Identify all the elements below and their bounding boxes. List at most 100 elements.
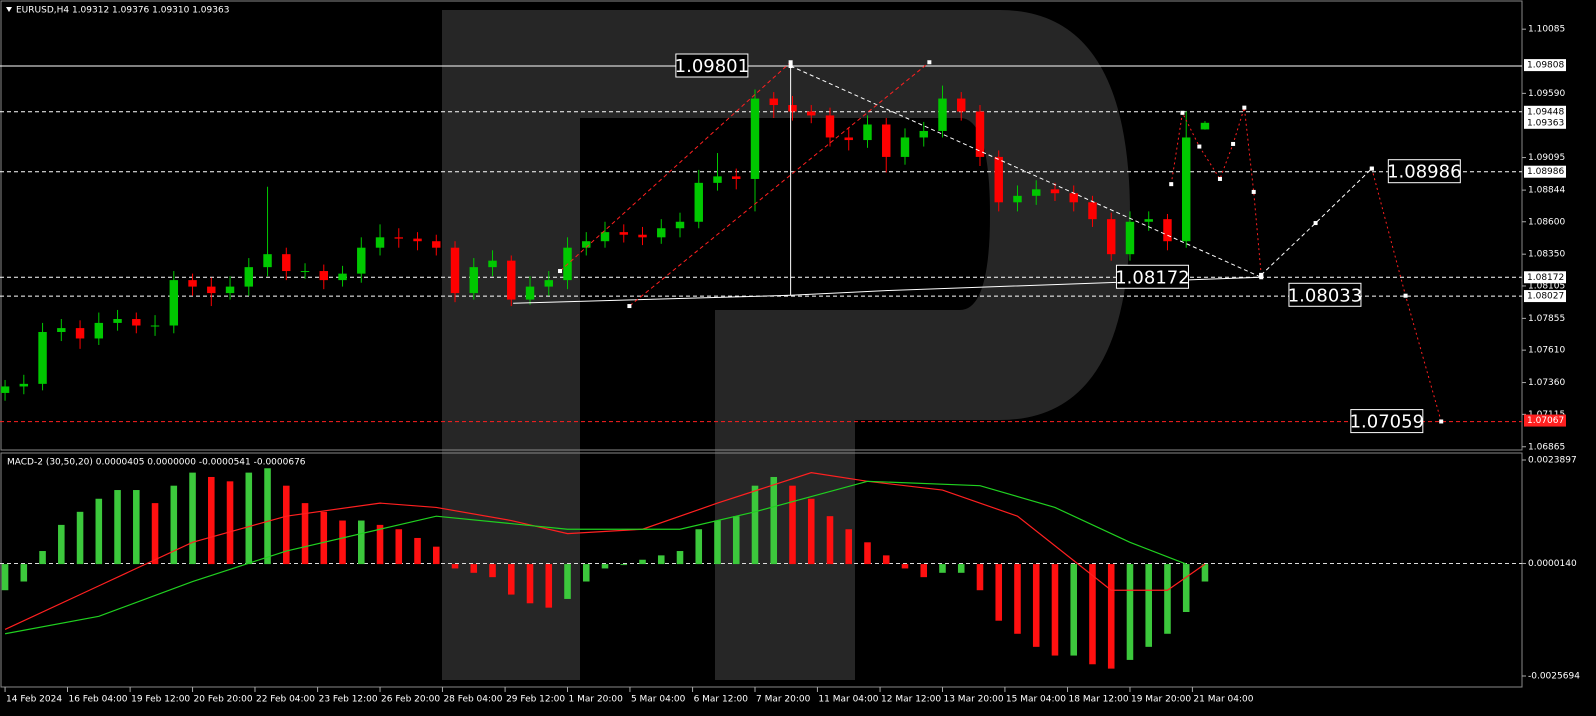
- candle-body: [1088, 202, 1097, 220]
- candle-body: [675, 221, 685, 229]
- trend-point: [1197, 144, 1202, 149]
- price-marker: [1524, 271, 1566, 284]
- macd-bar: [582, 564, 590, 582]
- macd-bar: [264, 468, 271, 565]
- x-tick-label: 15 Mar 04:00: [1006, 695, 1066, 705]
- price-marker: [1524, 105, 1566, 118]
- candle-body: [1163, 219, 1172, 242]
- candle-body: [1050, 189, 1060, 194]
- x-tick-label: 29 Feb 12:00: [506, 695, 565, 705]
- x-tick-label: 5 Mar 04:00: [631, 695, 686, 705]
- candle-body: [394, 237, 403, 239]
- trend-point: [1439, 419, 1444, 424]
- y-tick-label: 1.10085: [1528, 25, 1565, 35]
- candle-body: [807, 111, 816, 116]
- candle-body: [713, 176, 722, 183]
- trend-point: [627, 304, 632, 309]
- candle-body: [825, 115, 835, 138]
- macd-bar: [770, 476, 778, 565]
- candle-body: [1200, 122, 1210, 130]
- candle-body: [0, 386, 10, 393]
- macd-bar: [545, 564, 553, 608]
- x-tick-label: 19 Feb 12:00: [131, 695, 190, 705]
- candle-body: [882, 124, 891, 157]
- trendline: [513, 276, 1262, 304]
- y-tick-label: -0.0025694: [1528, 672, 1580, 682]
- macd-bar: [226, 481, 234, 565]
- macd-bar: [789, 485, 796, 565]
- annotation-box: [1350, 409, 1424, 434]
- candle-body: [244, 267, 254, 287]
- candle-body: [488, 260, 497, 268]
- macd-bar: [1014, 564, 1021, 634]
- macd-bar: [1070, 564, 1078, 656]
- annotation-label: 1.08033: [1288, 285, 1362, 306]
- candle-body: [375, 237, 385, 248]
- macd-bar: [864, 542, 871, 565]
- macd-bar: [714, 520, 721, 565]
- candle-body: [788, 105, 797, 112]
- candle-body: [994, 156, 1003, 203]
- macd-bar: [676, 551, 684, 565]
- macd-bar: [470, 564, 478, 573]
- x-tick-label: 18 Mar 12:00: [1069, 695, 1129, 705]
- candle-body: [750, 98, 760, 179]
- macd-bar: [976, 564, 984, 591]
- annotation-box: [1387, 159, 1461, 184]
- macd-bar: [526, 564, 534, 604]
- macd-bar: [320, 511, 328, 565]
- macd-bar: [339, 520, 346, 565]
- trendline: [559, 61, 791, 272]
- x-tick-label: 13 Mar 20:00: [943, 695, 1003, 705]
- macd-bar: [414, 537, 421, 565]
- macd-bar: [1107, 564, 1115, 669]
- macd-bar: [939, 564, 946, 573]
- candle-body: [338, 273, 347, 281]
- x-tick-label: 12 Mar 12:00: [881, 695, 941, 705]
- candle-body: [1144, 219, 1153, 222]
- macd-bar: [283, 485, 290, 565]
- y-tick-label: 1.09590: [1528, 89, 1565, 99]
- x-tick-label: 19 Mar 20:00: [1131, 695, 1191, 705]
- macd-bar: [395, 529, 403, 565]
- candle-body: [38, 331, 47, 384]
- price-marker-label: 1.09363: [1527, 118, 1564, 128]
- annotation-box: [1288, 282, 1362, 307]
- trend-point: [1180, 110, 1185, 115]
- y-tick-label: 1.09095: [1528, 153, 1565, 163]
- x-tick-label: 22 Feb 04:00: [256, 695, 315, 705]
- x-tick-label: 20 Feb 20:00: [194, 695, 253, 705]
- macd-bar: [76, 511, 84, 565]
- y-tick-label: 1.07360: [1528, 378, 1565, 388]
- candle-body: [600, 232, 610, 242]
- macd-bar: [1089, 564, 1096, 665]
- trend-point: [788, 60, 793, 65]
- trend-point: [558, 269, 563, 274]
- macd-bar: [451, 564, 459, 569]
- candle-body: [657, 228, 666, 238]
- candle-body: [19, 383, 29, 387]
- macd-bar: [20, 564, 28, 582]
- annotation-box: [1115, 264, 1189, 289]
- macd-bar: [1164, 564, 1171, 634]
- trend-point: [1242, 105, 1247, 110]
- candle-body: [694, 182, 703, 222]
- annotation-label: 1.07059: [1350, 412, 1424, 433]
- candle-body: [957, 98, 966, 112]
- price-marker: [1524, 290, 1566, 303]
- candle-body: [432, 241, 441, 248]
- trend-point: [1403, 293, 1408, 298]
- macd-bar: [432, 546, 440, 565]
- main-frame: [0, 0, 1523, 451]
- candle-body: [319, 271, 329, 281]
- price-marker-label: 1.09808: [1527, 61, 1564, 71]
- price-marker-label: 1.09448: [1527, 107, 1564, 117]
- candle-body: [300, 271, 310, 273]
- trend-point: [927, 60, 932, 65]
- trendline: [629, 61, 930, 307]
- x-tick-label: 14 Feb 2024: [6, 695, 62, 705]
- macd-bar: [920, 564, 928, 578]
- y-tick-label: 1.06865: [1528, 442, 1565, 452]
- x-tick-label: 21 Mar 04:00: [1193, 695, 1253, 705]
- macd-line: [4, 480, 1187, 635]
